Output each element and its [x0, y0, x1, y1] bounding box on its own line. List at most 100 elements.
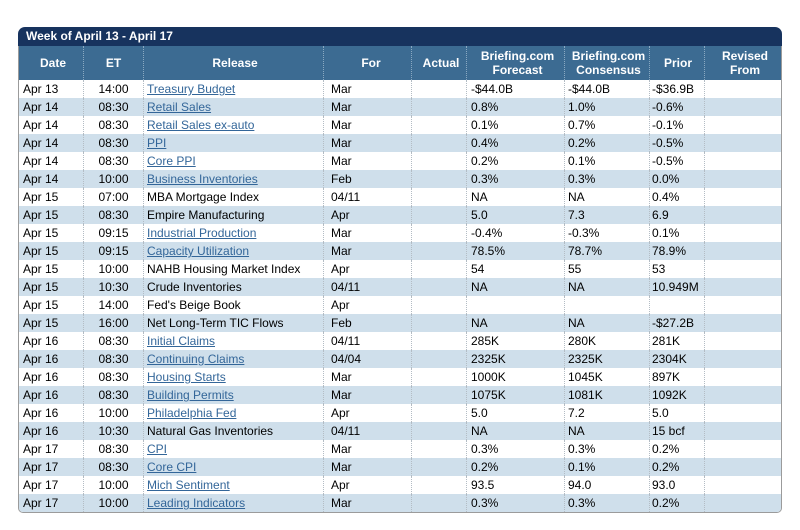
cell-prior: 93.0 — [649, 476, 704, 494]
cell-consensus: -$44.0B — [564, 80, 649, 98]
release-link[interactable]: Treasury Budget — [147, 82, 236, 96]
column-header-release: Release — [143, 46, 323, 80]
cell-et: 10:00 — [83, 404, 143, 422]
cell-forecast: -0.4% — [466, 224, 564, 242]
cell-release: Treasury Budget — [143, 80, 323, 98]
release-link[interactable]: Housing Starts — [147, 370, 226, 384]
release-link[interactable]: Philadelphia Fed — [147, 406, 237, 420]
cell-for: Mar — [323, 152, 411, 170]
column-header-et: ET — [83, 46, 143, 80]
release-link[interactable]: Building Permits — [147, 388, 234, 402]
cell-forecast: -$44.0B — [466, 80, 564, 98]
cell-actual — [411, 224, 466, 242]
release-link[interactable]: Retail Sales ex-auto — [147, 118, 255, 132]
release-link[interactable]: CPI — [147, 442, 168, 456]
cell-for: Apr — [323, 206, 411, 224]
cell-consensus: 2325K — [564, 350, 649, 368]
cell-et: 08:30 — [83, 206, 143, 224]
cell-prior: -0.1% — [649, 116, 704, 134]
cell-revised — [704, 296, 781, 314]
release-link[interactable]: Retail Sales — [147, 100, 212, 114]
cell-et: 10:00 — [83, 476, 143, 494]
release-link[interactable]: Core CPI — [147, 460, 197, 474]
table-row: Apr 15 14:00 Fed's Beige Book Apr — [19, 296, 781, 314]
release-link[interactable]: Capacity Utilization — [147, 244, 250, 258]
cell-date: Apr 14 — [23, 154, 59, 168]
cell-release: Continuing Claims — [143, 350, 323, 368]
cell-release: CPI — [143, 440, 323, 458]
cell-forecast: 0.3% — [466, 494, 564, 512]
cell-actual — [411, 386, 466, 404]
cell-et: 10:30 — [83, 422, 143, 440]
cell-forecast: 5.0 — [466, 404, 564, 422]
release-link[interactable]: Initial Claims — [147, 334, 216, 348]
table-row: Apr 14 10:00 Business Inventories Feb 0.3% 0.… — [19, 170, 781, 188]
column-header-forecast: Briefing.com Forecast — [466, 46, 564, 80]
cell-date: Apr 15 — [23, 208, 59, 222]
cell-prior: 281K — [649, 332, 704, 350]
cell-date: Apr 17 — [23, 442, 59, 456]
cell-et: 08:30 — [83, 116, 143, 134]
cell-for: Apr — [323, 404, 411, 422]
cell-consensus: 0.3% — [564, 494, 649, 512]
cell-forecast: 54 — [466, 260, 564, 278]
economic-calendar: Week of April 13 - April 17 Date ET Releas… — [18, 27, 782, 513]
cell-et: 10:00 — [83, 494, 143, 512]
table-row: Apr 17 08:30 CPI Mar 0.3% 0.3% 0.2% — [19, 440, 781, 458]
cell-for: Mar — [323, 98, 411, 116]
cell-date: Apr 15 — [23, 298, 59, 312]
cell-actual — [411, 332, 466, 350]
cell-release: MBA Mortgage Index — [143, 188, 323, 206]
cell-release: Crude Inventories — [143, 278, 323, 296]
cell-release: Fed's Beige Book — [143, 296, 323, 314]
cell-date: Apr 17 — [23, 460, 59, 474]
release-link[interactable]: Core PPI — [147, 154, 196, 168]
table-row: Apr 15 09:15 Industrial Production Mar -0.4%… — [19, 224, 781, 242]
cell-revised — [704, 332, 781, 350]
cell-date: Apr 17 — [23, 496, 59, 510]
release-link[interactable]: PPI — [147, 136, 167, 150]
table-row: Apr 16 08:30 Building Permits Mar 1075K 1081K… — [19, 386, 781, 404]
cell-actual — [411, 404, 466, 422]
cell-actual — [411, 260, 466, 278]
table-row: Apr 16 08:30 Continuing Claims 04/04 2325K 23… — [19, 350, 781, 368]
release-link[interactable]: Continuing Claims — [147, 352, 245, 366]
cell-actual — [411, 494, 466, 512]
release-link[interactable]: Leading Indicators — [147, 496, 246, 510]
cell-prior: -$27.2B — [649, 314, 704, 332]
cell-consensus: 0.2% — [564, 134, 649, 152]
cell-date: Apr 15 — [23, 226, 59, 240]
table-header-row: Date ET Release For Actual Briefing.com Forec… — [19, 46, 781, 80]
cell-for: Mar — [323, 494, 411, 512]
release-link[interactable]: Mich Sentiment — [147, 478, 230, 492]
cell-forecast: 285K — [466, 332, 564, 350]
cell-actual — [411, 278, 466, 296]
cell-for: Mar — [323, 440, 411, 458]
cell-forecast: 93.5 — [466, 476, 564, 494]
cell-revised — [704, 368, 781, 386]
cell-prior: 53 — [649, 260, 704, 278]
table-row: Apr 16 10:00 Philadelphia Fed Apr 5.0 7.2 5.0 — [19, 404, 781, 422]
cell-actual — [411, 368, 466, 386]
cell-date: Apr 14 — [23, 172, 59, 186]
release-link[interactable]: Industrial Production — [147, 226, 257, 240]
cell-prior: 0.1% — [649, 224, 704, 242]
cell-release: Natural Gas Inventories — [143, 422, 323, 440]
cell-release: Mich Sentiment — [143, 476, 323, 494]
cell-prior: -$36.9B — [649, 80, 704, 98]
cell-forecast: 0.8% — [466, 98, 564, 116]
column-header-date: Date — [39, 56, 66, 70]
cell-et: 08:30 — [83, 458, 143, 476]
cell-et: 10:00 — [83, 170, 143, 188]
calendar-title-bar: Week of April 13 - April 17 — [18, 27, 782, 46]
cell-actual — [411, 98, 466, 116]
cell-actual — [411, 134, 466, 152]
cell-revised — [704, 440, 781, 458]
release-link[interactable]: Business Inventories — [147, 172, 258, 186]
cell-forecast: 78.5% — [466, 242, 564, 260]
cell-et: 14:00 — [83, 80, 143, 98]
cell-consensus: -0.3% — [564, 224, 649, 242]
cell-revised — [704, 350, 781, 368]
cell-consensus: 94.0 — [564, 476, 649, 494]
cell-for: 04/11 — [323, 188, 411, 206]
